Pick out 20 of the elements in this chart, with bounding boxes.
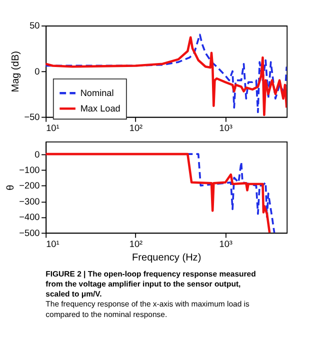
x-tick-label: 10² — [129, 122, 143, 133]
y-tick-label: 50 — [30, 20, 40, 31]
legend-label: Nominal — [80, 88, 114, 98]
y-tick-label: −500 — [19, 228, 40, 238]
y-tick-label: 0 — [34, 66, 40, 76]
x-tick-label: 10³ — [219, 238, 232, 249]
y-tick-label: −100 — [19, 165, 40, 176]
x-tick-label: 10² — [129, 238, 143, 249]
y-axis-title: Mag (dB) — [10, 51, 22, 92]
x-tick-label: 10¹ — [46, 122, 60, 133]
y-tick-label: −400 — [19, 212, 40, 222]
y-tick-label: −50 — [24, 112, 40, 122]
y-tick-label: −200 — [19, 180, 40, 191]
legend-label: Max Load — [80, 103, 120, 114]
x-axis-title: Frequency (Hz) — [132, 252, 202, 264]
y-axis-title: θ — [6, 184, 17, 190]
x-tick-label: 10¹ — [46, 238, 60, 249]
x-tick-label: 10³ — [219, 122, 232, 133]
y-tick-label: 0 — [34, 149, 40, 160]
y-tick-label: −300 — [19, 196, 40, 206]
